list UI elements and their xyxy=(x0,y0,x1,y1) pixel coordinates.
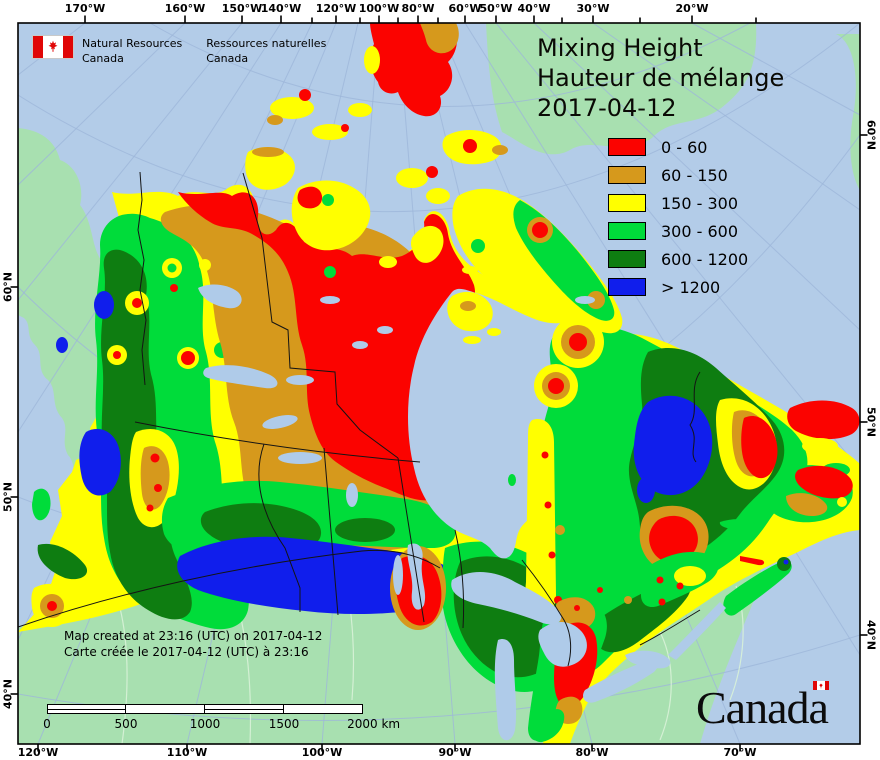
axis-ticks xyxy=(10,15,868,752)
lakes xyxy=(198,284,726,741)
arctic-islands xyxy=(245,23,623,334)
borders xyxy=(18,171,701,667)
map-frame xyxy=(17,22,861,745)
